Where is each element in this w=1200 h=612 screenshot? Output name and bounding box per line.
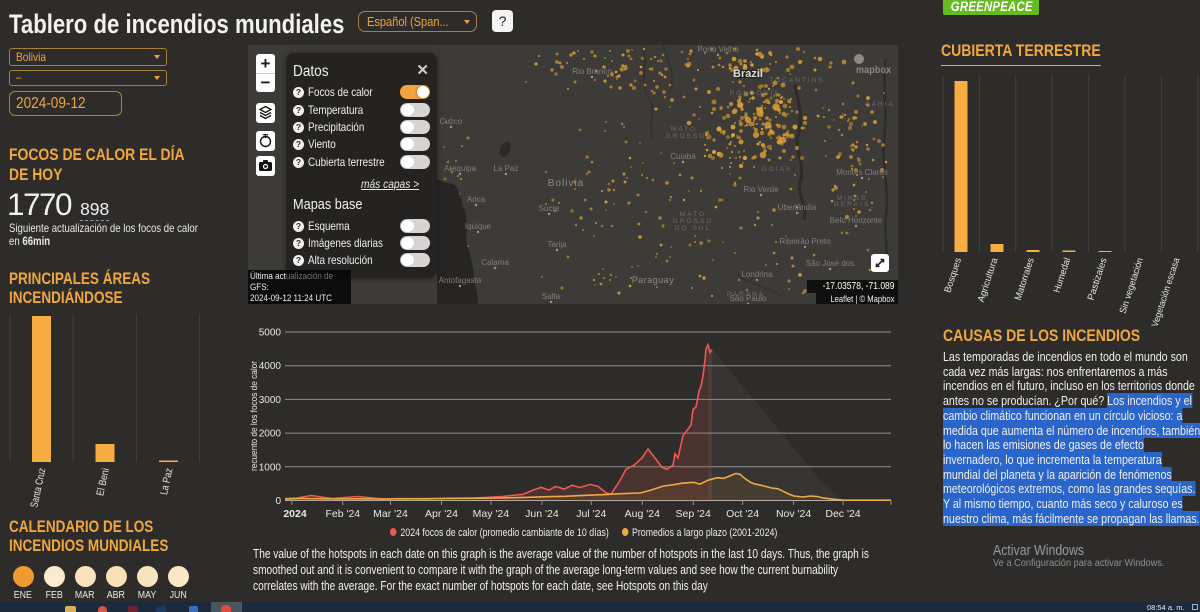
svg-text:4000: 4000 bbox=[259, 361, 282, 372]
svg-text:Iquique: Iquique bbox=[465, 222, 492, 231]
svg-text:MATO: MATO bbox=[671, 126, 697, 133]
svg-text:Cuzco: Cuzco bbox=[440, 117, 463, 126]
svg-text:Londrina: Londrina bbox=[741, 270, 773, 279]
svg-text:5000: 5000 bbox=[259, 328, 282, 339]
svg-text:Mar '24: Mar '24 bbox=[373, 508, 408, 520]
svg-text:Aug '24: Aug '24 bbox=[625, 508, 660, 520]
svg-text:Tarija: Tarija bbox=[547, 240, 567, 249]
svg-text:Calama: Calama bbox=[481, 258, 509, 267]
svg-text:2024: 2024 bbox=[283, 508, 307, 520]
svg-text:Belo Horizonte: Belo Horizonte bbox=[830, 216, 883, 225]
svg-text:GOIAS: GOIAS bbox=[762, 166, 793, 173]
svg-text:TOCANTINS: TOCANTINS bbox=[769, 77, 824, 84]
svg-text:May '24: May '24 bbox=[473, 508, 510, 520]
svg-text:Pastizales: Pastizales bbox=[1086, 256, 1110, 301]
svg-text:Porto Velho: Porto Velho bbox=[697, 45, 739, 54]
svg-text:MATO: MATO bbox=[680, 211, 706, 218]
svg-text:Sep '24: Sep '24 bbox=[676, 508, 711, 520]
svg-text:DO SUL: DO SUL bbox=[675, 225, 711, 232]
svg-text:Rio Verde: Rio Verde bbox=[743, 185, 779, 194]
svg-text:Brazil: Brazil bbox=[733, 68, 763, 80]
svg-text:São José dos: São José dos bbox=[806, 259, 854, 268]
svg-text:Nov '24: Nov '24 bbox=[776, 508, 811, 520]
svg-text:Rio Branco: Rio Branco bbox=[572, 67, 612, 76]
svg-text:Humedal: Humedal bbox=[1052, 257, 1074, 295]
svg-text:Uberlândia: Uberlândia bbox=[778, 203, 817, 212]
svg-text:GROSSO: GROSSO bbox=[666, 133, 707, 140]
svg-text:Arequipa: Arequipa bbox=[444, 164, 477, 173]
svg-text:GERAIS: GERAIS bbox=[834, 201, 871, 208]
svg-text:Jul '24: Jul '24 bbox=[576, 508, 606, 520]
svg-text:RONDONIA: RONDONIA bbox=[729, 90, 780, 97]
svg-text:Vegetación escasa: Vegetación escasa bbox=[1150, 256, 1183, 328]
svg-text:Montes Claros: Montes Claros bbox=[836, 168, 888, 177]
svg-text:3000: 3000 bbox=[259, 395, 282, 406]
svg-text:PARANA: PARANA bbox=[727, 291, 765, 298]
svg-text:El Beni: El Beni bbox=[94, 467, 112, 497]
svg-text:Arica: Arica bbox=[467, 195, 486, 204]
svg-text:GROSSO: GROSSO bbox=[673, 218, 714, 225]
svg-text:Sin vegetación: Sin vegetación bbox=[1118, 257, 1146, 316]
svg-text:MINAS: MINAS bbox=[837, 195, 868, 202]
svg-text:2000: 2000 bbox=[259, 429, 282, 440]
svg-text:La Paz: La Paz bbox=[158, 467, 175, 496]
svg-text:Bolivia: Bolivia bbox=[548, 178, 584, 189]
svg-text:BAHIA: BAHIA bbox=[865, 101, 895, 108]
svg-text:Sucre: Sucre bbox=[539, 204, 560, 213]
svg-text:Cuiabá: Cuiabá bbox=[670, 152, 696, 161]
svg-text:Matorrales: Matorrales bbox=[1013, 256, 1037, 301]
svg-text:Apr '24: Apr '24 bbox=[425, 508, 458, 520]
svg-text:Feb '24: Feb '24 bbox=[325, 508, 360, 520]
svg-text:recuento de los focos de calor: recuento de los focos de calor bbox=[249, 361, 260, 471]
svg-text:Bosques: Bosques bbox=[942, 256, 964, 294]
svg-text:La Paz: La Paz bbox=[494, 164, 519, 173]
svg-text:Salta: Salta bbox=[542, 292, 561, 301]
svg-text:Santa Cruz: Santa Cruz bbox=[28, 467, 48, 509]
svg-text:1000: 1000 bbox=[259, 462, 282, 473]
svg-text:Oct '24: Oct '24 bbox=[726, 508, 759, 520]
svg-text:Ribeirão Preto: Ribeirão Preto bbox=[779, 237, 831, 246]
svg-text:Jun '24: Jun '24 bbox=[525, 508, 559, 520]
svg-text:0: 0 bbox=[275, 496, 281, 507]
svg-text:Dec '24: Dec '24 bbox=[825, 508, 860, 520]
svg-text:São Paulo: São Paulo bbox=[730, 294, 767, 303]
svg-text:Antofagasta: Antofagasta bbox=[439, 276, 482, 285]
svg-text:Paraguay: Paraguay bbox=[632, 275, 675, 285]
svg-text:Agricultura: Agricultura bbox=[976, 256, 1001, 304]
